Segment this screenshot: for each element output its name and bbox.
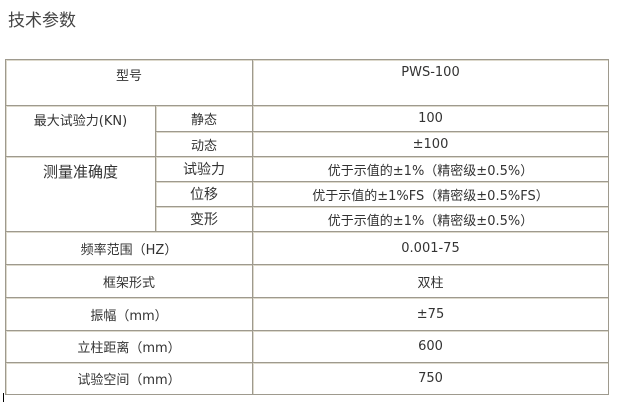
- table-row: 最大试验力(KN) 静态 100: [5, 105, 609, 157]
- amplitude-value: ±75: [252, 297, 609, 331]
- dynamic-label: 动态: [155, 131, 253, 157]
- table-row: 立柱距离（mm） 600: [5, 330, 609, 363]
- static-label: 静态: [155, 105, 253, 132]
- deformation-label: 变形: [155, 206, 253, 232]
- static-value: 100: [252, 105, 609, 132]
- spec-table: 型号 PWS-100 最大试验力(KN) 静态 100 动态 ±100 测量准确…: [5, 59, 609, 395]
- test-space-value: 750: [252, 362, 609, 395]
- table-row: 位移 优于示值的±1%FS（精密级±0.5%FS）: [6, 181, 609, 207]
- frame-value: 双柱: [252, 264, 609, 298]
- table-row: 振幅（mm） ±75: [5, 297, 609, 331]
- table-row: 测量准确度 试验力 优于示值的±1%（精密级±0.5%）: [5, 156, 609, 232]
- table-row: 频率范围（HZ） 0.001-75: [5, 231, 609, 265]
- displacement-value: 优于示值的±1%FS（精密级±0.5%FS）: [252, 181, 609, 207]
- accuracy-label: 测量准确度: [5, 156, 156, 232]
- table-row: 变形 优于示值的±1%（精密级±0.5%）: [6, 206, 609, 232]
- page-title: 技术参数: [8, 11, 76, 31]
- model-value: PWS-100: [252, 59, 609, 106]
- freq-value: 0.001-75: [252, 231, 609, 265]
- dynamic-value: ±100: [252, 131, 609, 157]
- test-space-label: 试验空间（mm）: [5, 362, 253, 395]
- force-label: 试验力: [155, 156, 253, 182]
- table-row: 框架形式 双柱: [5, 264, 609, 298]
- table-row: 试验空间（mm） 750: [5, 362, 609, 395]
- column-distance-value: 600: [252, 330, 609, 363]
- model-label: 型号: [5, 59, 253, 106]
- text-cursor: [3, 393, 4, 402]
- freq-label: 频率范围（HZ）: [5, 231, 253, 265]
- max-force-label: 最大试验力(KN): [5, 105, 156, 157]
- table-row: 动态 ±100: [6, 131, 609, 157]
- table-row: 型号 PWS-100: [5, 59, 609, 106]
- deformation-value: 优于示值的±1%（精密级±0.5%）: [252, 206, 609, 232]
- frame-label: 框架形式: [5, 264, 253, 298]
- force-value: 优于示值的±1%（精密级±0.5%）: [252, 156, 609, 182]
- displacement-label: 位移: [155, 181, 253, 207]
- amplitude-label: 振幅（mm）: [5, 297, 253, 331]
- column-distance-label: 立柱距离（mm）: [5, 330, 253, 363]
